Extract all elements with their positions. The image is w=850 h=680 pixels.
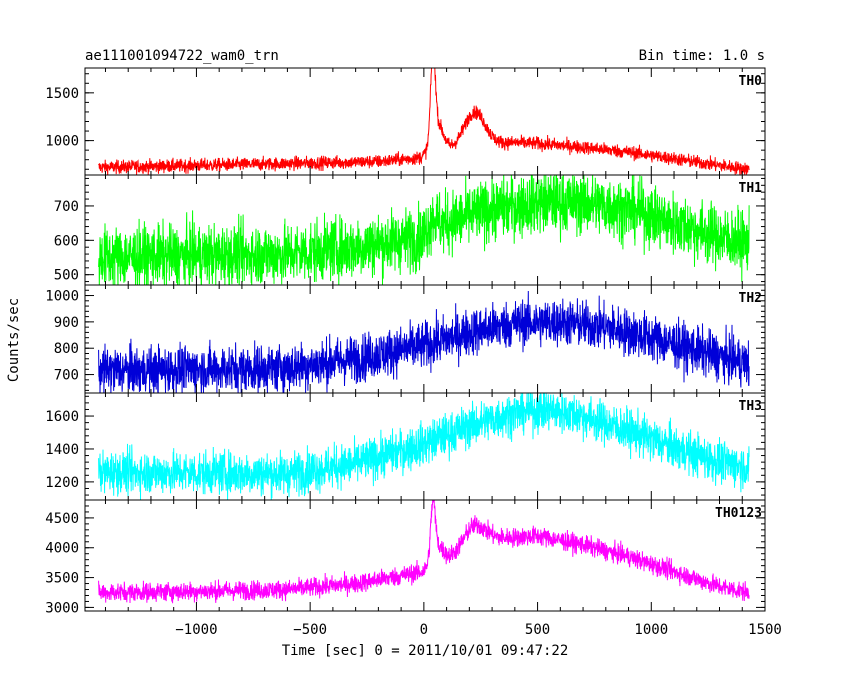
y-tick-label: 4500 (45, 511, 79, 527)
panel-label: TH0 (739, 74, 763, 89)
y-tick-label: 1200 (45, 475, 79, 491)
series-line-th0 (98, 68, 750, 175)
y-tick-label: 900 (54, 315, 79, 331)
series-line-th0123 (98, 500, 750, 604)
series-line-th3 (98, 393, 750, 500)
y-tick-label: 800 (54, 341, 79, 357)
x-tick-label: −1000 (175, 622, 217, 638)
x-tick-label: 1000 (634, 622, 668, 638)
y-tick-label: 600 (54, 233, 79, 249)
y-tick-label: 1400 (45, 442, 79, 458)
x-tick-label: 1500 (748, 622, 782, 638)
x-axis-label: Time [sec] 0 = 2011/10/01 09:47:22 (282, 643, 569, 659)
panel-label: TH3 (739, 399, 762, 414)
panel-th2: 700 800 900 1000 TH2 (45, 284, 766, 394)
x-tick-label: 500 (525, 622, 550, 638)
y-tick-label: 3500 (45, 571, 79, 587)
bin-time-label: Bin time: 1.0 s (639, 48, 765, 64)
y-tick-label: 4000 (45, 541, 79, 557)
y-tick-label: 1600 (45, 409, 79, 425)
y-tick-label: 500 (54, 268, 79, 284)
y-tick-label: 700 (54, 199, 79, 215)
panel-th3: 1200 1400 1600 TH3 (45, 392, 766, 501)
series-line-th2 (98, 290, 750, 393)
chart-title: ae111001094722_wam0_trn (85, 48, 279, 64)
panel-label: TH1 (739, 181, 763, 196)
y-tick-label: 1500 (45, 86, 79, 102)
y-tick-label: 1000 (45, 134, 79, 150)
panel-label: TH2 (739, 291, 762, 306)
x-tick-label: 0 (420, 622, 428, 638)
series-line-th1 (98, 175, 750, 285)
y-tick-label: 3000 (45, 600, 79, 616)
panel-th1: 500 600 700 TH1 (54, 174, 766, 286)
panels-group: 1000 1500 TH0 500 600 700 TH1 700 800 900 1000 TH2 1… (45, 67, 766, 616)
y-tick-label: 700 (54, 368, 79, 384)
x-tick-label: −500 (293, 622, 327, 638)
y-axis-label: Counts/sec (6, 298, 22, 382)
panel-label: TH0123 (715, 506, 762, 521)
panel-frame-th0123 (84, 499, 766, 612)
y-tick-label: 1000 (45, 289, 79, 305)
x-axis: −1000 −500 0 500 1000 1500 (175, 622, 781, 638)
panel-th0123: 3000 3500 4000 4500 TH0123 (45, 499, 766, 616)
